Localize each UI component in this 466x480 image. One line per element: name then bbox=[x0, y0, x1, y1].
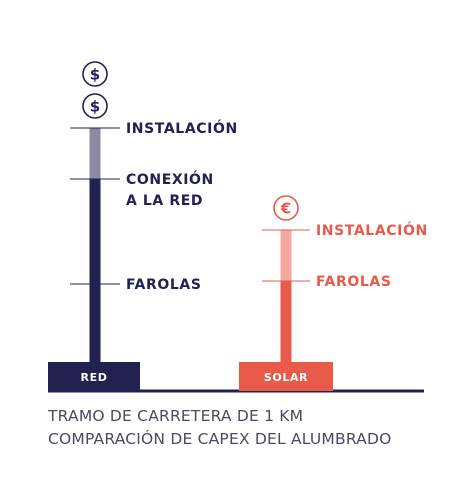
labels-group: INSTALACIÓN CONEXIÓN A LA RED FAROLAS INSTAL… bbox=[70, 119, 428, 293]
label-red-farolas: FAROLAS bbox=[126, 277, 202, 293]
capex-chart: INSTALACIÓN CONEXIÓN A LA RED FAROLAS INSTAL… bbox=[48, 61, 428, 393]
currency-symbol-solar-1: € bbox=[280, 200, 291, 218]
category-label-solar: SOLAR bbox=[264, 371, 308, 384]
caption-line-2: COMPARACIÓN DE CAPEX DEL ALUMBRADO bbox=[48, 430, 392, 448]
currency-icon-red-1 bbox=[82, 61, 108, 87]
icons-group: $ $ € bbox=[82, 61, 299, 221]
label-red-instalacion: INSTALACIÓN bbox=[126, 119, 238, 137]
bar-solar-instalacion bbox=[280, 230, 292, 281]
caption: TRAMO DE CARRETERA DE 1 KM COMPARACIÓN D… bbox=[48, 405, 392, 451]
base-solar bbox=[239, 362, 333, 391]
label-solar-instalacion: INSTALACIÓN bbox=[316, 221, 428, 239]
bar-red-instalacion bbox=[89, 128, 101, 179]
bars-group bbox=[89, 128, 292, 362]
bar-red-conexion-a-la-red bbox=[89, 179, 101, 284]
base-red bbox=[48, 362, 140, 391]
currency-icon-solar-1 bbox=[273, 195, 299, 221]
currency-icon-red-2 bbox=[82, 93, 108, 119]
bar-red-farolas bbox=[89, 284, 101, 362]
label-red-conexion-a-la-red-line-2: A LA RED bbox=[126, 193, 203, 209]
currency-symbol-red-2: $ bbox=[90, 98, 100, 116]
bar-solar-farolas bbox=[280, 281, 292, 362]
label-solar-farolas: FAROLAS bbox=[316, 274, 392, 290]
caption-line-1: TRAMO DE CARRETERA DE 1 KM bbox=[48, 407, 304, 425]
label-red-conexion-a-la-red-line-1: CONEXIÓN bbox=[126, 170, 214, 188]
category-label-red: RED bbox=[81, 371, 108, 384]
bases-group: RED SOLAR bbox=[48, 362, 333, 391]
currency-symbol-red-1: $ bbox=[90, 66, 100, 84]
